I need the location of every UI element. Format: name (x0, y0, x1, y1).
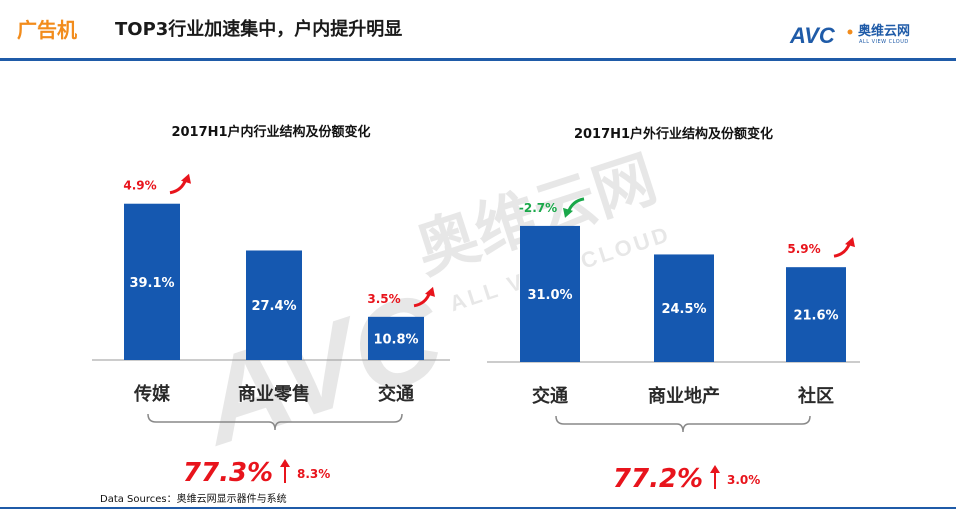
footer-rule (0, 507, 956, 509)
logo-dot-icon (847, 29, 853, 35)
chart1-change-label-1: 4.9% (123, 179, 156, 193)
chart1-bar-label-1: 39.1% (129, 276, 174, 291)
chart1-change-label-3: 3.5% (367, 292, 400, 306)
chart2-category-3: 社区 (798, 385, 834, 407)
chart1-bar-label-2: 27.4% (251, 299, 296, 314)
chart1-total-arrowhead-icon (280, 459, 290, 467)
chart2-total-change: 3.0% (727, 473, 760, 487)
chart1-brace (147, 413, 403, 431)
chart1-category-2: 商业零售 (238, 383, 310, 405)
avc-logo: AVC 奥维云网 ALL VIEW CLOUD (789, 23, 910, 48)
chart2-bar-2 (654, 254, 714, 362)
chart1-title: 2017H1户内行业结构及份额变化 (171, 124, 370, 140)
chart1-category-1: 传媒 (133, 383, 171, 405)
slide-category: 广告机 (17, 18, 77, 42)
chart1-bar-1 (124, 203, 180, 360)
chart2-bar-1 (520, 225, 580, 362)
chart2-category-2: 商业地产 (648, 385, 720, 407)
chart1-bar-2 (246, 250, 302, 360)
chart2-category-1: 交通 (532, 385, 568, 407)
chart1-bar-3 (368, 316, 424, 360)
chart2-bar-label-2: 24.5% (661, 302, 706, 317)
chart2-up-arrowhead-icon-3 (845, 237, 855, 248)
chart2-brace (555, 415, 811, 433)
logo-cn: 奥维云网 (858, 23, 910, 39)
chart2-bar-label-1: 31.0% (527, 288, 572, 303)
logo-text: AVC (789, 23, 836, 48)
logo-en: ALL VIEW CLOUD (859, 39, 909, 45)
header-rule (0, 58, 956, 61)
data-source: Data Sources：奥维云网显示器件与系统 (100, 494, 287, 505)
chart1-up-arrowhead-icon-1 (181, 173, 191, 184)
chart2-bar-label-3: 21.6% (793, 309, 838, 324)
chart1-total: 77.3% (183, 458, 273, 488)
chart2-bar-3 (786, 267, 846, 362)
chart2-title: 2017H1户外行业结构及份额变化 (574, 126, 773, 142)
chart2-change-label-3: 5.9% (787, 242, 820, 256)
chart1-bar-label-3: 10.8% (373, 332, 418, 347)
chart2-change-label-1: -2.7% (519, 201, 557, 215)
chart1-category-3: 交通 (378, 383, 414, 405)
chart1-total-change: 8.3% (297, 467, 330, 481)
chart2-total-arrowhead-icon (710, 465, 720, 473)
chart2-down-arrowhead-icon-1 (563, 207, 573, 218)
chart1-up-arrowhead-icon-3 (425, 286, 435, 297)
slide-title: TOP3行业加速集中，户内提升明显 (115, 19, 403, 40)
chart2-total: 77.2% (613, 464, 703, 494)
